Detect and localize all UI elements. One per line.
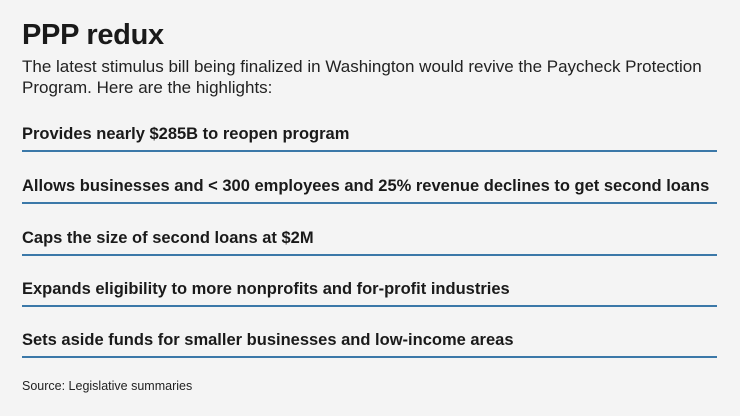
highlight-item: Provides nearly $285B to reopen program (22, 124, 717, 152)
highlight-text: Sets aside funds for smaller businesses … (22, 331, 514, 349)
highlight-item: Sets aside funds for smaller businesses … (22, 330, 717, 358)
page-subtitle: The latest stimulus bill being finalized… (22, 57, 702, 97)
highlight-text: Allows businesses and < 300 employees an… (22, 177, 710, 195)
highlight-item: Allows businesses and < 300 employees an… (22, 176, 717, 204)
highlight-text: Expands eligibility to more nonprofits a… (22, 280, 510, 298)
highlight-text: Provides nearly $285B to reopen program (22, 125, 350, 143)
highlight-item: Expands eligibility to more nonprofits a… (22, 279, 717, 307)
source-note: Source: Legislative summaries (22, 379, 193, 393)
highlight-text: Caps the size of second loans at $2M (22, 229, 314, 247)
page-title: PPP redux (22, 19, 164, 51)
highlight-item: Caps the size of second loans at $2M (22, 228, 717, 256)
